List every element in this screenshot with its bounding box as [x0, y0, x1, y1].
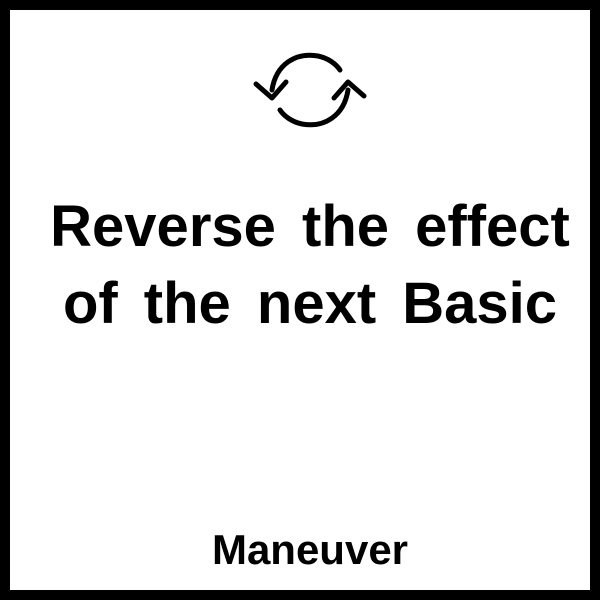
refresh-cycle-icon	[250, 46, 370, 134]
card-effect-text: Reverse the effect of the next Basic	[50, 194, 570, 336]
card-type-label: Maneuver	[211, 526, 409, 573]
